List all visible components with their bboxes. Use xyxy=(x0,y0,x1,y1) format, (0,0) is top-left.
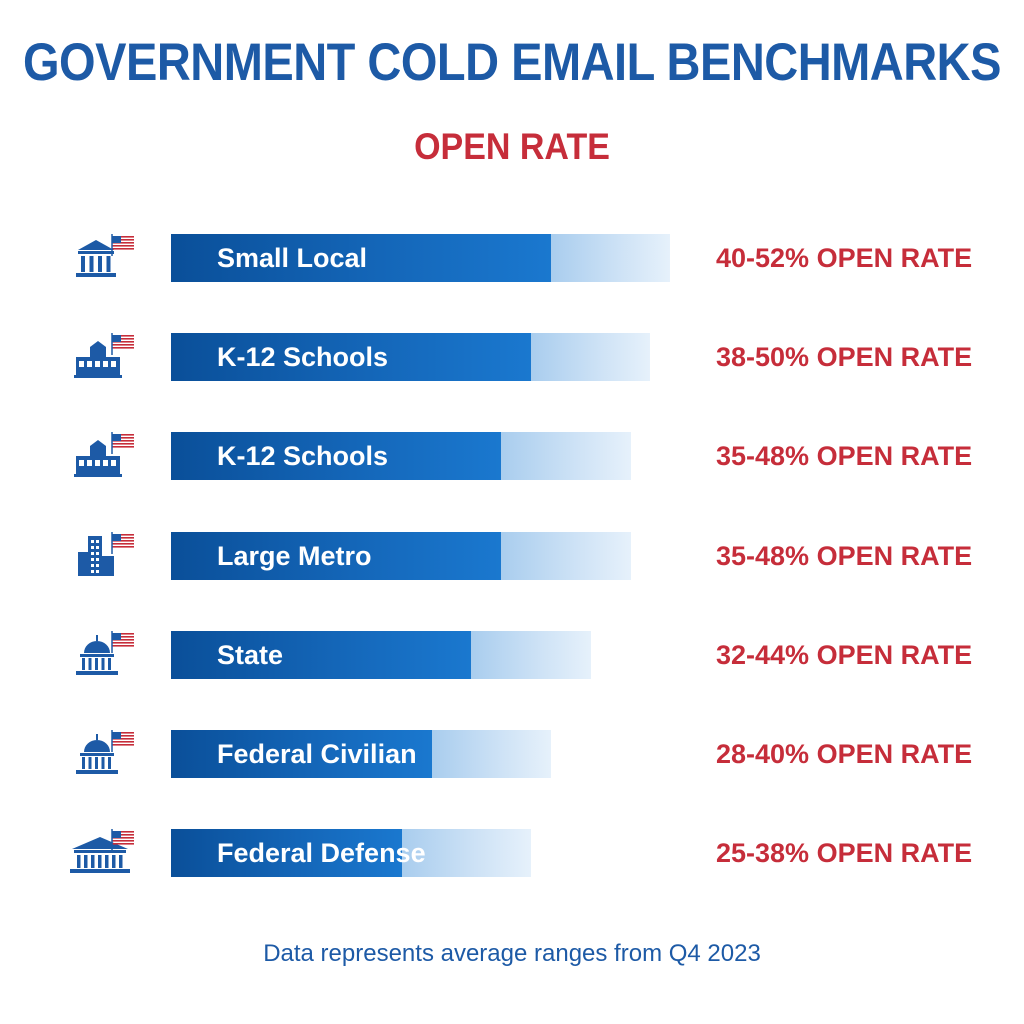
bar-range-extent xyxy=(551,234,671,282)
chart-title: GOVERNMENT COLD EMAIL BENCHMARKS xyxy=(23,31,1001,92)
bar-row: State 32-44% OPEN RATE xyxy=(0,630,1024,679)
bar-row: Federal Civilian 28-40% OPEN RATE xyxy=(0,730,1024,778)
value-label: 28-40% OPEN RATE xyxy=(716,739,973,769)
bar-track: State xyxy=(171,630,591,679)
category-label: Federal Civilian xyxy=(217,739,417,769)
bar-low-value xyxy=(171,730,432,778)
bar-track: Federal Defense xyxy=(171,829,532,878)
capitol-dome-flag-icon xyxy=(76,730,134,774)
value-label: 35-48% OPEN RATE xyxy=(716,441,973,472)
category-label: Large Metro xyxy=(217,540,372,571)
category-label: K-12 Schools xyxy=(217,342,389,373)
value-label: 40-52% OPEN RATE xyxy=(716,243,973,273)
category-label: K-12 Schools xyxy=(217,441,389,472)
bar-low-value xyxy=(171,333,532,382)
bar-low-value xyxy=(171,829,402,878)
city-hall-flag-icon xyxy=(76,234,134,277)
school-flag-icon xyxy=(74,333,134,379)
bar-track: Federal Civilian xyxy=(171,730,551,778)
bar-row: Large Metro 35-48% OPEN RATE xyxy=(0,531,1024,580)
bar-track: K-12 Schools xyxy=(171,333,651,382)
bar-low-value xyxy=(171,234,551,282)
bar-low-value xyxy=(171,630,472,679)
value-label: 25-38% OPEN RATE xyxy=(716,838,973,869)
bar-row: Federal Defense 25-38% OPEN RATE xyxy=(0,829,1024,878)
chart-subtitle: OPEN RATE xyxy=(414,126,610,168)
bar-track: Small Local xyxy=(171,234,671,282)
bar-track: K-12 Schools xyxy=(171,432,631,481)
bar-row: K-12 Schools 35-48% OPEN RATE xyxy=(0,432,1024,481)
bar-low-value xyxy=(171,432,502,481)
value-label: 32-44% OPEN RATE xyxy=(716,639,973,670)
bar-range-extent xyxy=(471,630,591,679)
footnote: Data represents average ranges from Q4 2… xyxy=(263,940,761,967)
bar-row: K-12 Schools 38-50% OPEN RATE xyxy=(0,333,1024,382)
value-label: 38-50% OPEN RATE xyxy=(716,342,973,373)
bar-range-extent xyxy=(401,829,532,878)
category-label: Small Local xyxy=(217,243,368,273)
value-label: 35-48% OPEN RATE xyxy=(716,540,973,571)
skyscraper-flag-icon xyxy=(78,531,134,576)
school-flag-icon xyxy=(74,432,134,478)
bar-range-extent xyxy=(501,432,631,481)
category-label: Federal Defense xyxy=(217,838,426,869)
federal-building-flag-icon xyxy=(70,829,134,874)
bar-range-extent xyxy=(531,333,651,382)
bar-range-extent xyxy=(431,730,551,778)
bar-low-value xyxy=(171,531,502,580)
bar-row: Small Local 40-52% OPEN RATE xyxy=(0,234,1024,282)
category-label: State xyxy=(217,639,284,670)
capitol-dome-flag-icon xyxy=(76,630,134,675)
bar-track: Large Metro xyxy=(171,531,631,580)
bar-range-extent xyxy=(501,531,631,580)
